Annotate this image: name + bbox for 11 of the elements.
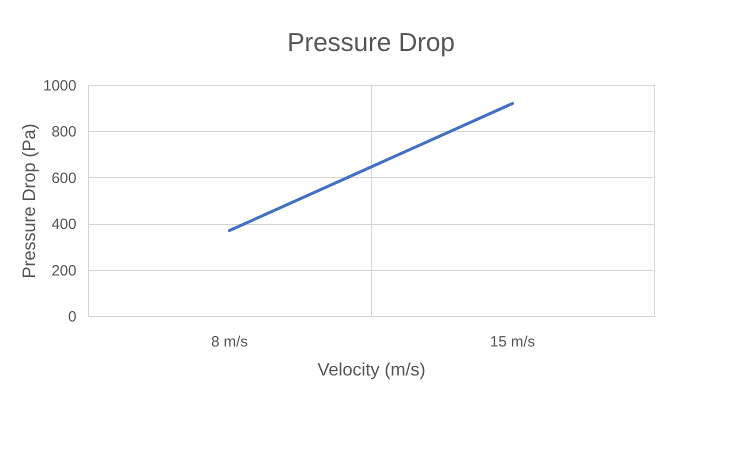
y-tick-label: 1000 <box>43 78 76 94</box>
chart-title: Pressure Drop <box>287 27 455 57</box>
x-tick-label: 8 m/s <box>211 334 248 350</box>
x-axis-title: Velocity (m/s) <box>317 360 426 380</box>
y-tick-label: 400 <box>51 216 76 234</box>
y-axis-title: Pressure Drop (Pa) <box>19 123 40 279</box>
y-tick-label: 0 <box>68 308 76 326</box>
x-tick-label: 15 m/s <box>490 334 536 350</box>
y-tick-label: 600 <box>51 170 76 187</box>
y-tick-label: 200 <box>51 262 76 280</box>
y-tick-label: 800 <box>51 124 76 141</box>
